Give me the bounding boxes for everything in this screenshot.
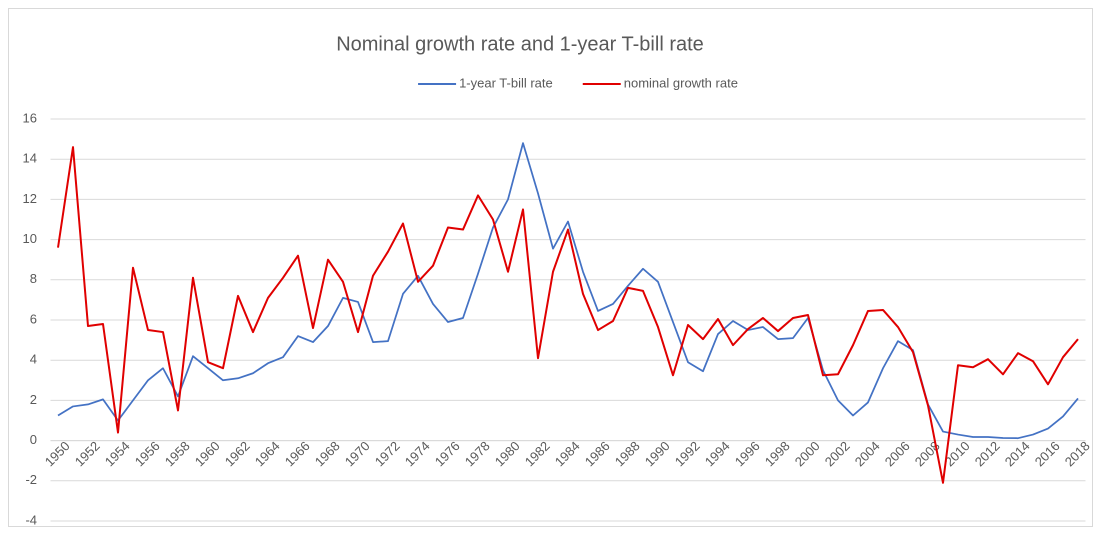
y-tick-label: -4 [25, 512, 37, 527]
y-tick-label: 16 [23, 110, 37, 125]
y-tick-label: 12 [23, 191, 37, 206]
y-tick-label: 2 [30, 392, 37, 407]
chart-title: Nominal growth rate and 1-year T-bill ra… [336, 33, 704, 55]
y-tick-label: 0 [30, 432, 37, 447]
series-line [57, 146, 1079, 484]
y-tick-label: -2 [25, 472, 37, 487]
y-tick-label: 4 [30, 352, 37, 367]
legend-label: nominal growth rate [624, 75, 738, 90]
y-tick-label: 14 [23, 151, 37, 166]
y-tick-label: 6 [30, 311, 37, 326]
legend-label: 1-year T-bill rate [459, 75, 553, 90]
series-line [57, 142, 1079, 440]
y-tick-label: 8 [30, 271, 37, 286]
y-tick-label: 10 [23, 231, 37, 246]
